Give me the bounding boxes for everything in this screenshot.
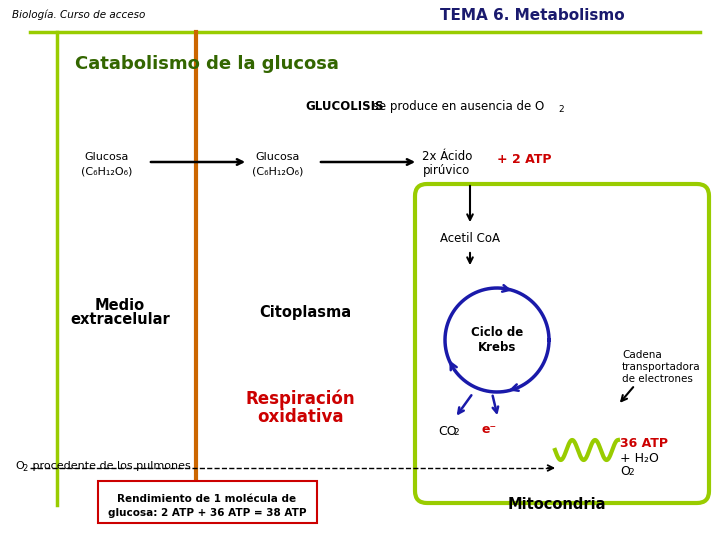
Text: Medio: Medio bbox=[95, 298, 145, 313]
Text: Glucosa: Glucosa bbox=[256, 152, 300, 162]
FancyBboxPatch shape bbox=[415, 184, 709, 503]
Text: de electrones: de electrones bbox=[622, 374, 693, 384]
Text: Cadena: Cadena bbox=[622, 350, 662, 360]
FancyBboxPatch shape bbox=[98, 481, 317, 523]
Text: 2x Ácido: 2x Ácido bbox=[422, 150, 472, 163]
Text: GLUCOLISIS: GLUCOLISIS bbox=[305, 100, 384, 113]
Text: transportadora: transportadora bbox=[622, 362, 701, 372]
Text: e⁻: e⁻ bbox=[482, 423, 497, 436]
Text: Glucosa: Glucosa bbox=[85, 152, 129, 162]
Text: 2: 2 bbox=[453, 428, 459, 437]
Text: O: O bbox=[620, 465, 630, 478]
Text: procedente de los pulmones: procedente de los pulmones bbox=[29, 461, 191, 471]
Text: TEMA 6. Metabolismo: TEMA 6. Metabolismo bbox=[440, 8, 625, 23]
Text: + H₂O: + H₂O bbox=[620, 452, 659, 465]
Text: glucosa: 2 ATP + 36 ATP = 38 ATP: glucosa: 2 ATP + 36 ATP = 38 ATP bbox=[108, 508, 306, 518]
Text: pirúvico: pirúvico bbox=[423, 164, 471, 177]
Text: Respiración: Respiración bbox=[246, 390, 355, 408]
Text: O: O bbox=[15, 461, 24, 471]
Text: Biología. Curso de acceso: Biología. Curso de acceso bbox=[12, 10, 145, 21]
Text: 2: 2 bbox=[628, 468, 634, 477]
Text: (C₆H₁₂O₆): (C₆H₁₂O₆) bbox=[252, 166, 304, 176]
Text: Catabolismo de la glucosa: Catabolismo de la glucosa bbox=[75, 55, 339, 73]
Text: + 2 ATP: + 2 ATP bbox=[497, 153, 552, 166]
Text: 2: 2 bbox=[22, 464, 27, 473]
Text: : se produce en ausencia de O: : se produce en ausencia de O bbox=[365, 100, 544, 113]
Text: Mitocondria: Mitocondria bbox=[508, 497, 606, 512]
Text: Ciclo de
Krebs: Ciclo de Krebs bbox=[471, 326, 523, 354]
Text: extracelular: extracelular bbox=[70, 312, 170, 327]
Text: CO: CO bbox=[438, 425, 456, 438]
Text: 36 ATP: 36 ATP bbox=[620, 437, 668, 450]
Text: oxidativa: oxidativa bbox=[257, 408, 343, 426]
Text: Acetil CoA: Acetil CoA bbox=[440, 232, 500, 245]
Text: Rendimiento de 1 molécula de: Rendimiento de 1 molécula de bbox=[117, 494, 297, 504]
Text: Citoplasma: Citoplasma bbox=[259, 305, 351, 320]
Text: (C₆H₁₂O₆): (C₆H₁₂O₆) bbox=[81, 166, 132, 176]
Text: 2: 2 bbox=[558, 105, 564, 114]
